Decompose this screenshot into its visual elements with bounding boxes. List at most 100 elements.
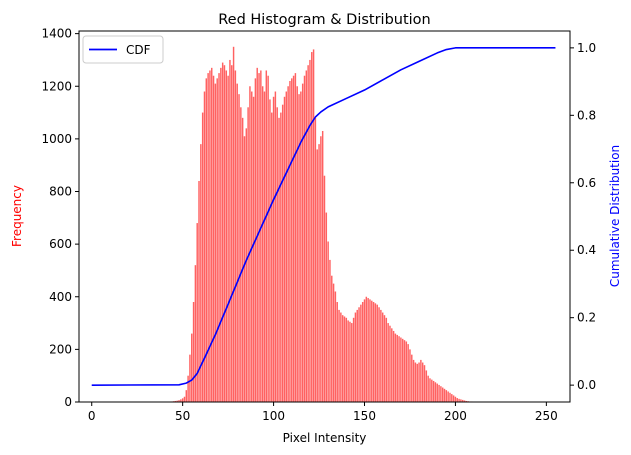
histogram-bar-173 xyxy=(405,341,408,402)
histogram-bar-168 xyxy=(396,334,398,402)
y-tick-label-200: 200 xyxy=(49,342,72,356)
histogram-bar-163 xyxy=(387,323,389,402)
histogram-bar-57 xyxy=(194,265,197,402)
x-axis-label: Pixel Intensity xyxy=(283,431,367,445)
histogram-bar-119 xyxy=(307,65,309,403)
histogram-bar-122 xyxy=(312,49,315,403)
histogram-bar-138 xyxy=(341,315,344,402)
histogram-bar-181 xyxy=(420,359,422,402)
histogram-bar-58 xyxy=(196,223,198,402)
histogram-bar-183 xyxy=(423,365,426,402)
y-tick-label-600: 600 xyxy=(49,237,72,251)
histogram-bar-177 xyxy=(412,359,415,402)
plot-frame xyxy=(78,30,571,403)
histogram-bar-121 xyxy=(311,52,313,403)
histogram-bar-159 xyxy=(380,309,382,402)
y2-tick-label-0.6: 0.6 xyxy=(577,176,596,190)
histogram-bar-59 xyxy=(198,180,200,402)
histogram-bar-153 xyxy=(369,299,371,402)
histogram-bar-141 xyxy=(347,320,349,402)
histogram-bar-137 xyxy=(340,312,342,402)
histogram-bar-149 xyxy=(361,302,364,402)
histogram-bar-196 xyxy=(447,391,449,402)
histogram-bar-61 xyxy=(201,112,204,402)
y-tick-label-1200: 1200 xyxy=(41,79,72,93)
histogram-bar-203 xyxy=(460,399,462,402)
histogram-bar-112 xyxy=(294,73,297,402)
histogram-bar-84 xyxy=(243,136,246,402)
histogram-bar-93 xyxy=(260,70,262,402)
chart-title: Red Histogram & Distribution xyxy=(218,12,431,28)
histogram-bar-160 xyxy=(381,312,384,402)
histogram-bar-161 xyxy=(383,315,386,402)
histogram-bar-136 xyxy=(338,309,340,402)
histogram-bar-151 xyxy=(365,296,368,402)
histogram-bar-157 xyxy=(376,304,378,402)
histogram-bar-171 xyxy=(401,338,404,402)
histogram-bar-186 xyxy=(429,378,431,402)
y-tick-label-800: 800 xyxy=(49,185,72,199)
histogram-bar-130 xyxy=(327,241,329,402)
histogram-bar-79 xyxy=(234,70,237,402)
histogram-bar-190 xyxy=(436,383,438,402)
histogram-bar-191 xyxy=(438,384,440,402)
histogram-bar-164 xyxy=(389,325,391,402)
histogram-bar-132 xyxy=(331,275,333,402)
histogram-bar-118 xyxy=(305,70,308,402)
histogram-bar-127 xyxy=(321,130,324,403)
x-tick-label-50: 50 xyxy=(175,409,190,423)
histogram-bar-49 xyxy=(180,399,182,402)
histogram-bar-199 xyxy=(452,395,455,402)
histogram-bar-156 xyxy=(374,303,377,402)
histogram-bar-187 xyxy=(431,379,433,402)
histogram-bar-75 xyxy=(227,75,229,402)
histogram-bar-77 xyxy=(231,65,233,403)
histogram-bar-131 xyxy=(329,259,331,402)
histogram-bar-104 xyxy=(280,112,282,402)
histogram-bar-158 xyxy=(378,307,380,402)
legend-box xyxy=(82,35,164,64)
histogram-bar-117 xyxy=(303,75,306,402)
cdf-layer xyxy=(91,47,556,386)
histogram-bar-46 xyxy=(174,400,177,402)
histogram-bar-105 xyxy=(281,104,284,403)
histogram-bar-72 xyxy=(221,62,224,402)
histogram-bar-76 xyxy=(229,59,231,402)
histogram-bar-155 xyxy=(372,302,375,402)
histogram-bar-154 xyxy=(371,300,373,402)
histogram-bar-128 xyxy=(323,175,326,402)
histogram-bar-53 xyxy=(187,375,189,402)
histogram-bar-184 xyxy=(425,370,428,402)
histogram-bar-68 xyxy=(214,83,217,403)
y-axis-label: Frequency xyxy=(10,185,24,247)
histogram-bar-60 xyxy=(200,144,202,402)
histogram-bar-82 xyxy=(240,107,242,403)
histogram-bar-50 xyxy=(181,398,184,402)
histogram-bar-73 xyxy=(223,65,226,403)
histogram-bar-78 xyxy=(232,46,235,402)
histogram-bar-124 xyxy=(316,149,318,402)
histogram-bar-204 xyxy=(461,399,464,402)
histogram-bar-97 xyxy=(267,75,269,402)
histogram-bar-95 xyxy=(263,91,266,403)
histogram-bar-106 xyxy=(283,96,286,402)
histogram-bar-89 xyxy=(252,96,255,402)
histogram-bar-139 xyxy=(343,316,346,402)
histogram-bar-67 xyxy=(212,75,215,402)
histogram-bars xyxy=(165,46,478,403)
y2-tick-label-1: 1.0 xyxy=(577,41,596,55)
histogram-bar-182 xyxy=(421,362,424,402)
histogram-bar-174 xyxy=(407,344,409,402)
histogram-bar-103 xyxy=(278,117,280,402)
histogram-bar-96 xyxy=(265,70,268,402)
y2-axis-label: Cumulative Distribution xyxy=(608,145,622,287)
histogram-bar-197 xyxy=(449,392,451,402)
histogram-bar-74 xyxy=(225,70,228,402)
histogram-bar-64 xyxy=(207,73,209,402)
histogram-bar-99 xyxy=(271,112,273,402)
histogram-bar-55 xyxy=(191,333,193,402)
x-tick-label-200: 200 xyxy=(444,409,467,423)
x-axis: 0 50 100 150 200 250 xyxy=(88,402,558,423)
legend: CDF xyxy=(82,35,164,64)
